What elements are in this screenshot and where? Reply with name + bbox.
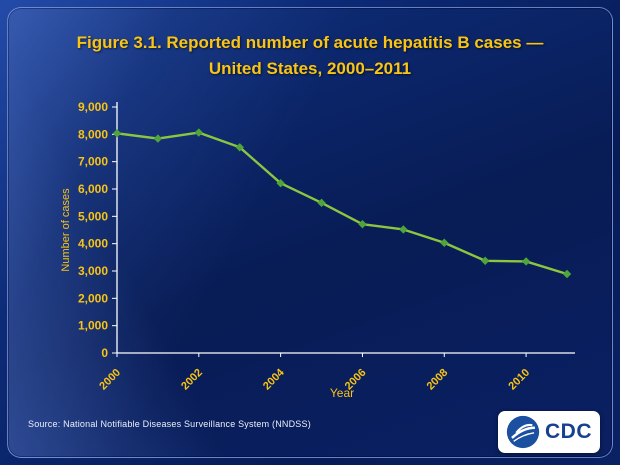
data-line (115, 131, 569, 276)
chart-title-line1: Figure 3.1. Reported number of acute hep… (76, 33, 544, 52)
data-point (562, 269, 572, 279)
data-point (521, 257, 531, 266)
hhs-seal-icon (506, 415, 540, 449)
data-point (399, 225, 408, 234)
x-tick-label: 2000 (97, 367, 123, 393)
data-point (194, 128, 204, 137)
x-tick-label: 2002 (179, 367, 205, 393)
data-point (153, 134, 163, 143)
chart-title-line2: United States, 2000–2011 (208, 59, 412, 78)
y-tick-label: 9,000 (78, 100, 108, 114)
data-point (317, 198, 326, 208)
source-note: Source: National Notifiable Diseases Sur… (28, 419, 311, 429)
data-point (276, 179, 285, 188)
y-tick-label: 2,000 (78, 291, 108, 305)
chart-title: Figure 3.1. Reported number of acute hep… (0, 30, 620, 82)
y-tick-label: 5,000 (78, 209, 108, 223)
data-point (358, 219, 367, 229)
cdc-logo: CDC (498, 411, 600, 453)
x-tick-label: 2004 (261, 366, 287, 392)
line-chart: 0 1,000 2,000 3,000 4,000 5,000 6,000 7,000 8,00… (55, 95, 585, 407)
slide-frame (7, 7, 613, 458)
y-tick-label: 0 (101, 346, 108, 360)
x-tick-label: 2008 (425, 367, 451, 393)
y-tick-label: 3,000 (78, 264, 108, 278)
x-tick-label: 2010 (506, 367, 532, 393)
y-tick-label: 8,000 (78, 127, 108, 141)
cdc-logo-text: CDC (545, 420, 592, 443)
y-tick-label: 7,000 (78, 155, 108, 169)
data-point (235, 143, 244, 152)
data-point (440, 238, 449, 247)
data-point (480, 256, 490, 265)
y-axis-label: Number of cases (60, 188, 72, 272)
x-axis-label: Year (330, 386, 354, 400)
line-chart-svg: 0 1,000 2,000 3,000 4,000 5,000 6,000 7,000 8,00… (60, 100, 575, 400)
data-point (112, 129, 122, 138)
y-tick-label: 6,000 (78, 182, 108, 196)
y-tick-label: 1,000 (78, 319, 108, 333)
y-tick-label: 4,000 (78, 237, 108, 251)
